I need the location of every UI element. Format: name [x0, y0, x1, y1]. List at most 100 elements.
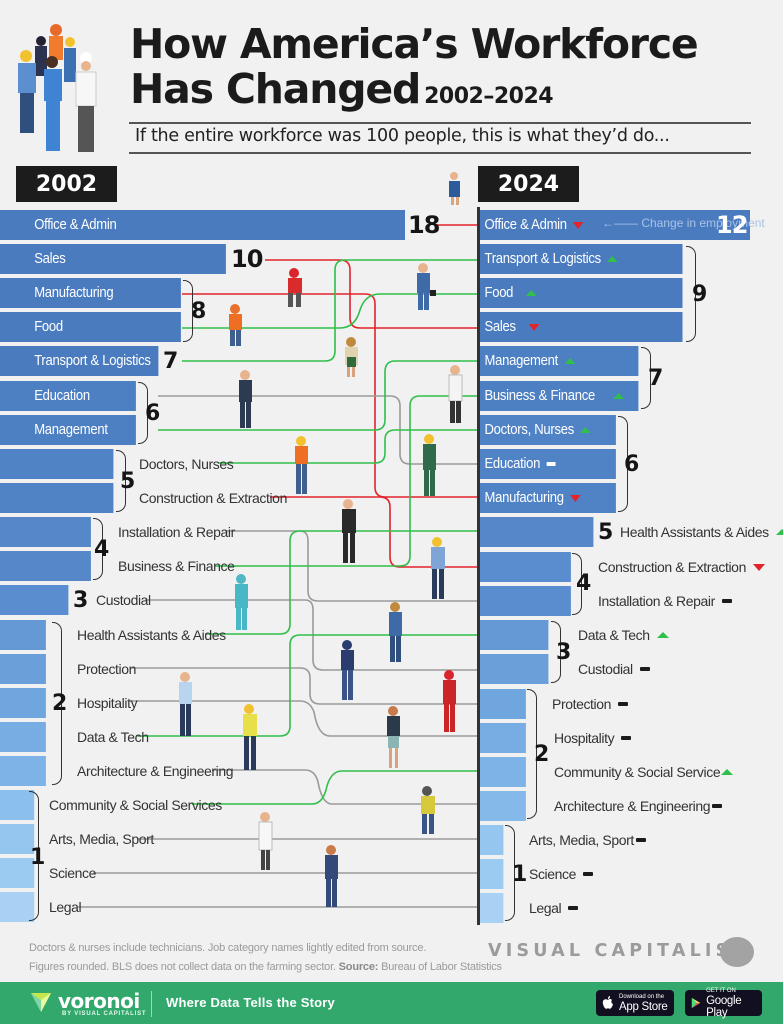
label-2024-hospitality: Hospitality	[554, 723, 632, 753]
bar-2002-office-admin: Office & Admin	[0, 210, 405, 240]
bar-label: Construction & Extraction	[598, 559, 746, 575]
bar-2002-community	[0, 790, 35, 820]
change-up-icon	[721, 769, 734, 775]
label-2002-science: Science	[49, 865, 97, 881]
title-line-2: Has Changed	[130, 65, 421, 113]
change-up-icon	[564, 358, 576, 364]
subtitle: If the entire workforce was 100 people, …	[135, 126, 670, 146]
bar-label: Management	[34, 422, 108, 438]
group-value-2002-5: 5	[120, 468, 135, 494]
value-2002-transport: 7	[163, 348, 178, 374]
bar-label: Manufacturing	[484, 490, 564, 506]
footer-divider	[151, 991, 152, 1017]
bar-label: Installation & Repair	[598, 593, 715, 609]
change-flat-icon	[568, 906, 579, 910]
label-2024-construction: Construction & Extraction	[598, 552, 765, 582]
visual-capitalist-logo[interactable]: VISUAL CAPITALIST	[488, 941, 749, 961]
bar-label: Sales	[484, 319, 517, 335]
year-tag-2002: 2002	[16, 166, 117, 202]
bar-label: Custodial	[578, 661, 633, 677]
bar-2002-installation	[0, 517, 91, 547]
label-2024-architecture: Architecture & Engineering	[554, 791, 723, 821]
bar-2024-protection	[480, 689, 526, 719]
label-2024-custodial: Custodial	[578, 654, 650, 684]
change-down-icon	[752, 563, 765, 571]
bar-2002-health-assistants	[0, 620, 46, 650]
google-play-button[interactable]: GET IT ON Google Play	[685, 987, 762, 1019]
bar-label: Food	[34, 319, 63, 335]
bar-2002-arts	[0, 824, 35, 854]
value-2002-office-admin: 18	[408, 211, 440, 239]
bar-2024-installation	[480, 586, 571, 616]
flow-connectors	[78, 172, 478, 908]
group-value-2024-4: 4	[576, 570, 591, 596]
change-down-icon	[573, 221, 584, 229]
change-flat-icon	[583, 872, 594, 876]
bar-2024-sales: Sales	[480, 312, 683, 342]
bar-2002-hospitality	[0, 688, 46, 718]
voronoi-logo[interactable]: voronoi	[58, 989, 140, 1013]
bar-label: Education	[34, 388, 90, 404]
change-flat-icon	[639, 667, 650, 671]
app-store-button[interactable]: Download on the App Store	[596, 990, 674, 1016]
value-2002-custodial: 3	[73, 587, 88, 613]
bar-2024-manufacturing: Manufacturing	[480, 483, 616, 513]
change-flat-icon	[635, 838, 646, 842]
annotation-text: Change in employment	[641, 216, 765, 230]
tagline: Where Data Tells the Story	[166, 995, 335, 1010]
bar-2024-business: Business & Finance	[480, 381, 639, 411]
bar-2024-arts	[480, 825, 504, 855]
bar-2002-management: Management	[0, 415, 136, 445]
label-2002-business: Business & Finance	[118, 558, 235, 574]
group-value-2002-1: 1	[30, 844, 45, 870]
label-2024-health-assistants: Health Assistants & Aides	[620, 517, 783, 547]
bar-2024-doctors-nurses: Doctors, Nurses	[480, 415, 616, 445]
google-play-big: Google Play	[706, 994, 742, 1019]
value-2024-office-admin: 12	[716, 211, 748, 239]
worker-figures	[179, 172, 463, 907]
label-2002-legal: Legal	[49, 899, 82, 915]
bar-2002-construction	[0, 483, 114, 513]
bar-2024-health-assistants	[480, 517, 594, 547]
bar-label: Sales	[34, 251, 66, 267]
change-up-icon	[580, 427, 592, 433]
label-2002-health-assistants: Health Assistants & Aides	[77, 627, 226, 643]
bar-2002-sales: Sales	[0, 244, 226, 274]
bar-label: Office & Admin	[34, 217, 117, 233]
bar-2024-hospitality	[480, 723, 526, 753]
google-play-small: GET IT ON	[706, 987, 736, 994]
change-up-icon	[607, 256, 619, 262]
bar-label: Arts, Media, Sport	[529, 832, 634, 848]
group-value-2024-7: 7	[648, 365, 663, 391]
footnote-2: Figures rounded. BLS does not collect da…	[29, 961, 336, 973]
change-flat-icon	[621, 736, 632, 740]
label-2002-architecture: Architecture & Engineering	[77, 763, 234, 779]
bar-label: Food	[484, 285, 514, 301]
page-title: How America’s Workforce Has Changed 2002–…	[130, 22, 699, 119]
center-axis	[477, 207, 480, 925]
change-flat-icon	[618, 702, 629, 706]
bar-label: Hospitality	[554, 730, 615, 746]
bar-label: Doctors, Nurses	[484, 422, 575, 438]
bar-2002-legal	[0, 892, 35, 922]
group-value-2024-3: 3	[556, 639, 571, 665]
label-2002-doctors-nurses: Doctors, Nurses	[139, 456, 234, 472]
bar-2024-construction	[480, 552, 571, 582]
change-in-employment-annotation: ←—— Change in employment	[602, 216, 765, 230]
label-2024-community: Community & Social Service	[554, 757, 734, 787]
bar-2024-science	[480, 859, 504, 889]
group-value-2024-2: 2	[534, 741, 549, 767]
change-flat-icon	[546, 462, 556, 466]
bar-2002-doctors-nurses	[0, 449, 114, 479]
bar-label: Legal	[529, 900, 562, 916]
label-2024-arts: Arts, Media, Sport	[529, 825, 646, 855]
bar-label: Health Assistants & Aides	[620, 524, 769, 540]
app-store-big: App Store	[619, 1000, 668, 1013]
app-store-small: Download on the	[619, 993, 665, 1000]
bar-2024-food: Food	[480, 278, 683, 308]
visual-capitalist-mark-icon	[720, 937, 754, 967]
bar-2002-architecture	[0, 756, 46, 786]
apple-icon	[602, 996, 613, 1009]
group-value-2024-6: 6	[624, 451, 639, 477]
bar-label: Education	[484, 456, 541, 472]
